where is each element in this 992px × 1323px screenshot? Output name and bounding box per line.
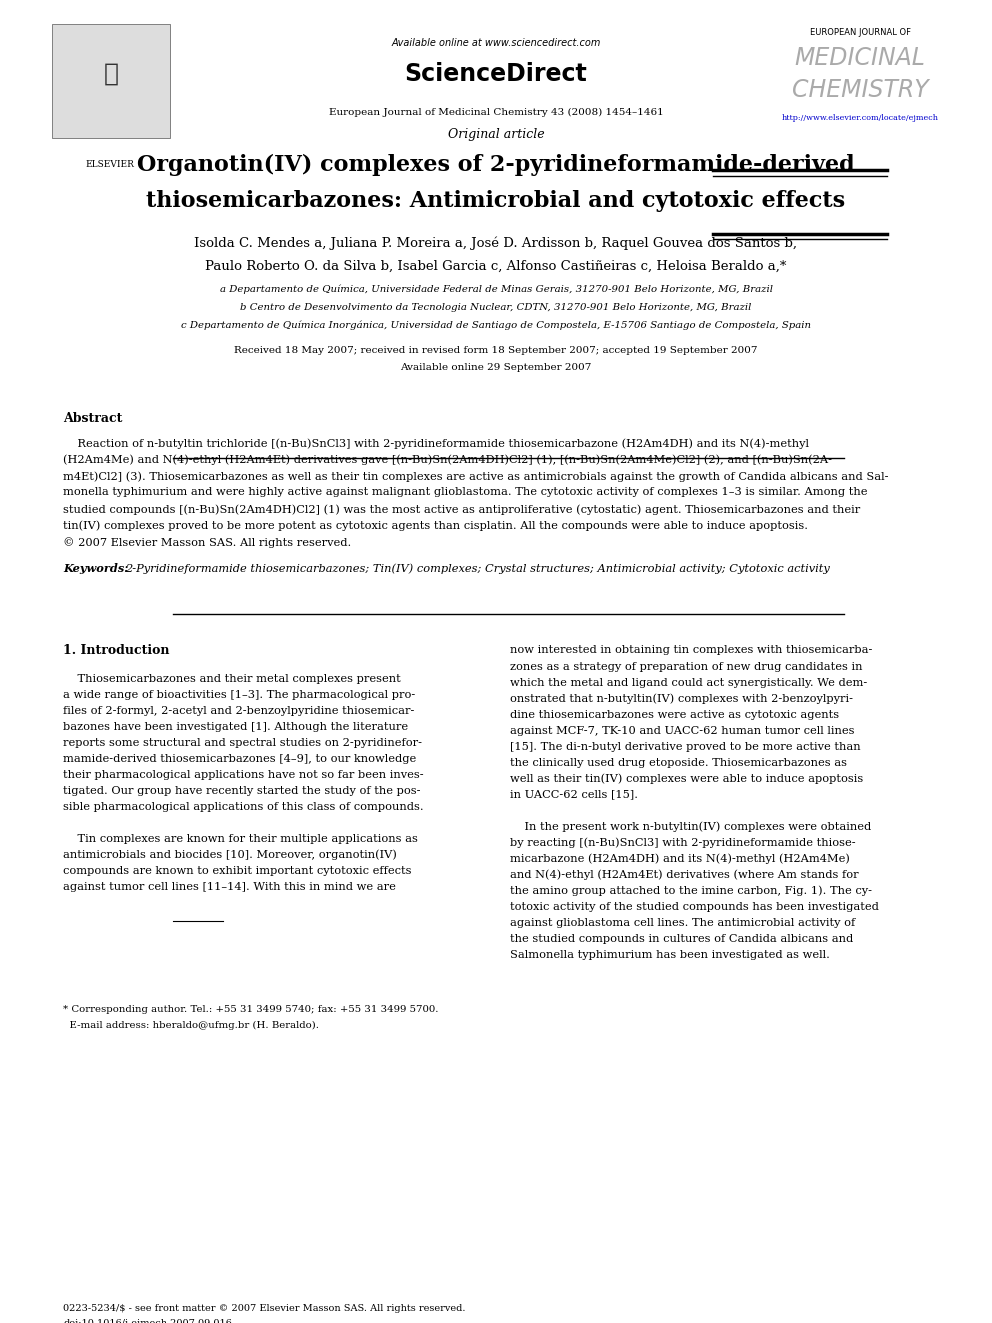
Text: mamide-derived thiosemicarbazones [4–9], to our knowledge: mamide-derived thiosemicarbazones [4–9],…: [63, 754, 417, 763]
Text: 2-Pyridineformamide thiosemicarbazones; Tin(IV) complexes; Crystal structures; A: 2-Pyridineformamide thiosemicarbazones; …: [125, 564, 829, 574]
Text: onstrated that n-butyltin(IV) complexes with 2-benzoylpyri-: onstrated that n-butyltin(IV) complexes …: [510, 693, 853, 704]
Text: EUROPEAN JOURNAL OF: EUROPEAN JOURNAL OF: [809, 28, 911, 37]
Text: m4Et)Cl2] (3). Thiosemicarbazones as well as their tin complexes are active as a: m4Et)Cl2] (3). Thiosemicarbazones as wel…: [63, 471, 889, 482]
Text: 0223-5234/$ - see front matter © 2007 Elsevier Masson SAS. All rights reserved.: 0223-5234/$ - see front matter © 2007 El…: [63, 1304, 465, 1312]
Text: now interested in obtaining tin complexes with thiosemicarba-: now interested in obtaining tin complexe…: [510, 646, 872, 655]
Text: [15]. The di-n-butyl derivative proved to be more active than: [15]. The di-n-butyl derivative proved t…: [510, 741, 861, 751]
Text: Abstract: Abstract: [63, 411, 122, 425]
Text: * Corresponding author. Tel.: +55 31 3499 5740; fax: +55 31 3499 5700.: * Corresponding author. Tel.: +55 31 349…: [63, 1004, 438, 1013]
Text: 🌲: 🌲: [103, 62, 118, 86]
Text: In the present work n-butyltin(IV) complexes were obtained: In the present work n-butyltin(IV) compl…: [510, 822, 871, 832]
Text: reports some structural and spectral studies on 2-pyridinefor-: reports some structural and spectral stu…: [63, 737, 422, 747]
Text: (H2Am4Me) and N(4)-ethyl (H2Am4Et) derivatives gave [(n-Bu)Sn(2Am4DH)Cl2] (1), [: (H2Am4Me) and N(4)-ethyl (H2Am4Et) deriv…: [63, 455, 832, 466]
Text: well as their tin(IV) complexes were able to induce apoptosis: well as their tin(IV) complexes were abl…: [510, 774, 863, 785]
Text: against glioblastoma cell lines. The antimicrobial activity of: against glioblastoma cell lines. The ant…: [510, 917, 855, 927]
Text: E-mail address: hberaldo@ufmg.br (H. Beraldo).: E-mail address: hberaldo@ufmg.br (H. Ber…: [63, 1020, 319, 1029]
Text: CHEMISTRY: CHEMISTRY: [792, 78, 929, 102]
Text: the studied compounds in cultures of Candida albicans and: the studied compounds in cultures of Can…: [510, 934, 853, 943]
Text: Isolda C. Mendes a, Juliana P. Moreira a, José D. Ardisson b, Raquel Gouvea dos : Isolda C. Mendes a, Juliana P. Moreira a…: [194, 235, 798, 250]
Text: zones as a strategy of preparation of new drug candidates in: zones as a strategy of preparation of ne…: [510, 662, 862, 672]
Text: micarbazone (H2Am4DH) and its N(4)-methyl (H2Am4Me): micarbazone (H2Am4DH) and its N(4)-methy…: [510, 853, 850, 864]
Text: 1. Introduction: 1. Introduction: [63, 643, 170, 656]
Text: Thiosemicarbazones and their metal complexes present: Thiosemicarbazones and their metal compl…: [63, 673, 401, 684]
Text: by reacting [(n-Bu)SnCl3] with 2-pyridineformamide thiose-: by reacting [(n-Bu)SnCl3] with 2-pyridin…: [510, 837, 856, 848]
Text: ELSEVIER: ELSEVIER: [85, 160, 135, 169]
Text: and N(4)-ethyl (H2Am4Et) derivatives (where Am stands for: and N(4)-ethyl (H2Am4Et) derivatives (wh…: [510, 869, 859, 880]
Text: Organotin(IV) complexes of 2-pyridineformamide-derived: Organotin(IV) complexes of 2-pyridinefor…: [137, 153, 855, 176]
Text: the amino group attached to the imine carbon, Fig. 1). The cy-: the amino group attached to the imine ca…: [510, 885, 872, 896]
Text: bazones have been investigated [1]. Although the literature: bazones have been investigated [1]. Alth…: [63, 721, 408, 732]
Text: c Departamento de Química Inorgánica, Universidad de Santiago de Compostela, E-1: c Departamento de Química Inorgánica, Un…: [181, 321, 811, 331]
Text: thiosemicarbazones: Antimicrobial and cytotoxic effects: thiosemicarbazones: Antimicrobial and cy…: [147, 191, 845, 212]
Text: MEDICINAL: MEDICINAL: [795, 46, 926, 70]
Text: Available online at www.sciencedirect.com: Available online at www.sciencedirect.co…: [391, 38, 601, 48]
Text: totoxic activity of the studied compounds has been investigated: totoxic activity of the studied compound…: [510, 901, 879, 912]
Text: doi:10.1016/j.ejmech.2007.09.016: doi:10.1016/j.ejmech.2007.09.016: [63, 1319, 232, 1323]
Text: tin(IV) complexes proved to be more potent as cytotoxic agents than cisplatin. A: tin(IV) complexes proved to be more pote…: [63, 520, 808, 531]
Text: antimicrobials and biocides [10]. Moreover, organotin(IV): antimicrobials and biocides [10]. Moreov…: [63, 849, 397, 860]
Text: Received 18 May 2007; received in revised form 18 September 2007; accepted 19 Se: Received 18 May 2007; received in revise…: [234, 347, 758, 355]
Text: which the metal and ligand could act synergistically. We dem-: which the metal and ligand could act syn…: [510, 677, 867, 688]
Text: against MCF-7, TK-10 and UACC-62 human tumor cell lines: against MCF-7, TK-10 and UACC-62 human t…: [510, 725, 854, 736]
Text: http://www.elsevier.com/locate/ejmech: http://www.elsevier.com/locate/ejmech: [782, 114, 938, 122]
Text: studied compounds [(n-Bu)Sn(2Am4DH)Cl2] (1) was the most active as antiprolifera: studied compounds [(n-Bu)Sn(2Am4DH)Cl2] …: [63, 504, 860, 515]
Text: b Centro de Desenvolvimento da Tecnologia Nuclear, CDTN, 31270-901 Belo Horizont: b Centro de Desenvolvimento da Tecnologi…: [240, 303, 752, 311]
Text: files of 2-formyl, 2-acetyl and 2-benzoylpyridine thiosemicar-: files of 2-formyl, 2-acetyl and 2-benzoy…: [63, 705, 415, 716]
Text: tigated. Our group have recently started the study of the pos-: tigated. Our group have recently started…: [63, 786, 421, 795]
Bar: [52, 24, 171, 138]
Text: © 2007 Elsevier Masson SAS. All rights reserved.: © 2007 Elsevier Masson SAS. All rights r…: [63, 537, 351, 548]
Text: their pharmacological applications have not so far been inves-: their pharmacological applications have …: [63, 770, 424, 779]
Text: Keywords:: Keywords:: [63, 564, 129, 574]
Text: Reaction of n-butyltin trichloride [(n-Bu)SnCl3] with 2-pyridineformamide thiose: Reaction of n-butyltin trichloride [(n-B…: [63, 438, 809, 448]
Text: European Journal of Medicinal Chemistry 43 (2008) 1454–1461: European Journal of Medicinal Chemistry …: [328, 108, 664, 118]
Text: a Departamento de Química, Universidade Federal de Minas Gerais, 31270-901 Belo : a Departamento de Química, Universidade …: [219, 284, 773, 294]
Text: Tin complexes are known for their multiple applications as: Tin complexes are known for their multip…: [63, 833, 418, 844]
Text: ScienceDirect: ScienceDirect: [405, 62, 587, 86]
Text: Paulo Roberto O. da Silva b, Isabel Garcia c, Alfonso Castiñeiras c, Heloisa Ber: Paulo Roberto O. da Silva b, Isabel Garc…: [205, 261, 787, 273]
Text: monella typhimurium and were highly active against malignant glioblastoma. The c: monella typhimurium and were highly acti…: [63, 487, 867, 497]
Text: a wide range of bioactivities [1–3]. The pharmacological pro-: a wide range of bioactivities [1–3]. The…: [63, 689, 416, 700]
Text: sible pharmacological applications of this class of compounds.: sible pharmacological applications of th…: [63, 802, 424, 811]
Text: in UACC-62 cells [15].: in UACC-62 cells [15].: [510, 790, 638, 799]
Text: dine thiosemicarbazones were active as cytotoxic agents: dine thiosemicarbazones were active as c…: [510, 709, 839, 720]
Text: compounds are known to exhibit important cytotoxic effects: compounds are known to exhibit important…: [63, 865, 412, 876]
Text: Original article: Original article: [447, 128, 545, 142]
Text: Salmonella typhimurium has been investigated as well.: Salmonella typhimurium has been investig…: [510, 950, 830, 959]
Text: against tumor cell lines [11–14]. With this in mind we are: against tumor cell lines [11–14]. With t…: [63, 881, 396, 892]
Text: Available online 29 September 2007: Available online 29 September 2007: [401, 363, 591, 372]
Text: the clinically used drug etoposide. Thiosemicarbazones as: the clinically used drug etoposide. Thio…: [510, 758, 847, 767]
